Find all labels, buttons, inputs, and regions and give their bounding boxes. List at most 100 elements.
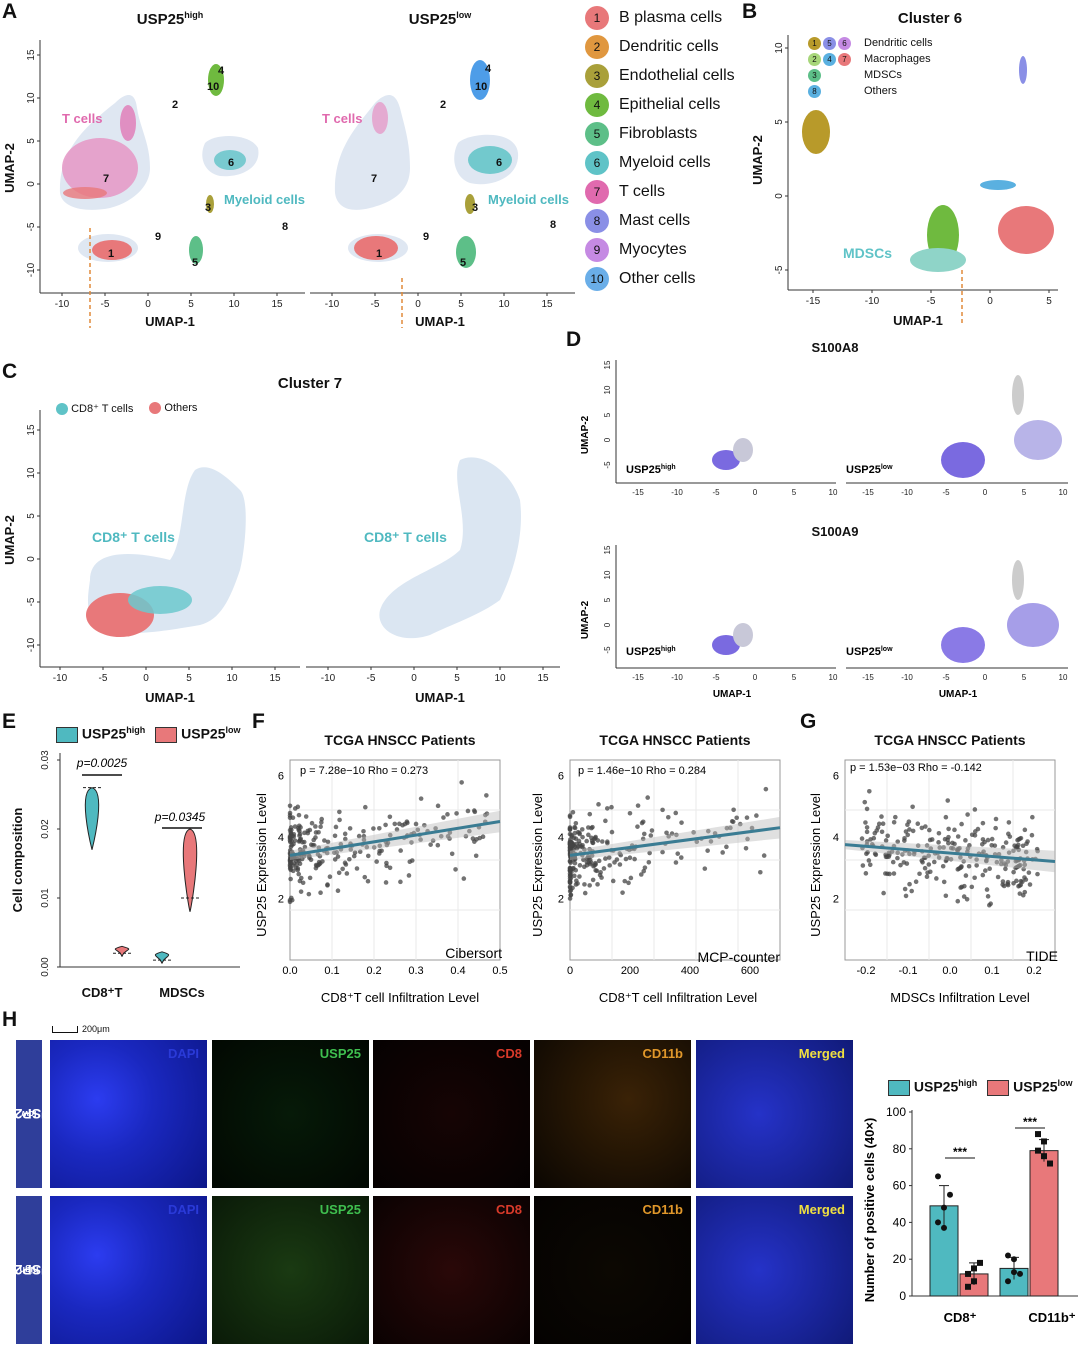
- scatter-point: [907, 881, 912, 887]
- legend-num-2: 2: [585, 35, 609, 59]
- scatter-point: [758, 869, 763, 875]
- scatter-point: [745, 836, 750, 842]
- y-tick: 4: [833, 832, 839, 844]
- scatter-point: [763, 786, 769, 792]
- x-tick: 0.2: [366, 965, 381, 977]
- scatter-point: [316, 829, 321, 835]
- scatter-point: [584, 838, 589, 844]
- scatter-point: [929, 837, 935, 842]
- scatter-point: [288, 876, 293, 882]
- panel-f-title-left: TCGA HNSCC Patients: [324, 732, 476, 748]
- panel-b-title: Cluster 6: [897, 10, 963, 27]
- scatter-point: [335, 854, 341, 859]
- scatter-point: [731, 807, 736, 813]
- a-num-1-l: 1: [108, 248, 114, 260]
- scatter-point: [587, 811, 593, 817]
- e-cat-cd8: CD8⁺T: [82, 985, 123, 1000]
- d-label-high-2: USP25high: [626, 646, 676, 658]
- scatter-point: [999, 857, 1004, 863]
- legend-c-swatch-1: [149, 402, 162, 415]
- d-x-tick: -10: [671, 488, 683, 497]
- x-tick: 15: [541, 299, 553, 310]
- scatter-point: [635, 803, 641, 808]
- scatter-point: [1020, 843, 1026, 849]
- panel-d-umaps: UMAP-2 UMAP-2 UMAP-1 UMAP-1 -15 -10 -5 0 5 10…: [580, 360, 1068, 700]
- d-y-tick: 5: [603, 412, 612, 417]
- scatter-point: [398, 848, 403, 853]
- scatter-point: [924, 874, 930, 880]
- scatter-point: [318, 890, 323, 896]
- scatter-point: [920, 860, 925, 865]
- legend-label-4: Epithelial cells: [619, 96, 721, 113]
- scatter-point: [961, 859, 966, 864]
- bar-point: [1035, 1131, 1041, 1138]
- scatter-point: [622, 878, 628, 884]
- scatter-point: [1018, 882, 1024, 888]
- scatter-point: [484, 811, 490, 816]
- scatter-point: [598, 870, 603, 875]
- panel-b-umap: UMAP-2 UMAP-1 -15 -10 -5 0 5 10 5 0 -5 MDSCs: [750, 35, 1058, 328]
- legend-item-8: 8 Mast cells: [585, 209, 690, 233]
- scatter-point: [936, 830, 942, 836]
- scatter-point: [955, 898, 961, 904]
- d-label-high-1: USP25high: [626, 464, 676, 476]
- a-num-6-r: 6: [496, 157, 502, 169]
- scatter-point: [314, 863, 320, 869]
- x-tick: 0.3: [408, 965, 423, 977]
- d-x-tick: 10: [829, 673, 838, 682]
- panel-e-ylabel: Cell composition: [10, 808, 25, 913]
- y-tick: -5: [26, 222, 37, 231]
- scatter-point: [915, 843, 921, 848]
- scatter-point: [354, 866, 360, 871]
- panel-d-ylabel-1: UMAP-2: [580, 415, 591, 454]
- a-num-2-r: 2: [440, 99, 446, 111]
- x-tick: -5: [371, 299, 380, 310]
- panel-f-title-right: TCGA HNSCC Patients: [599, 732, 751, 748]
- micrograph-high-merged: Merged: [696, 1196, 853, 1344]
- scatter-point: [377, 825, 382, 831]
- scatter-point: [582, 882, 587, 887]
- scatter-point: [325, 883, 330, 888]
- scatter-point: [589, 853, 595, 858]
- violin-0-0: [84, 787, 100, 850]
- d-x-tick: -5: [712, 673, 720, 682]
- h-y-tick: 40: [893, 1215, 907, 1229]
- scatter-point: [891, 871, 897, 876]
- scatter-point: [946, 826, 951, 832]
- scatter-point: [599, 875, 604, 880]
- scatter-point: [617, 851, 623, 856]
- bar-point: [965, 1270, 971, 1277]
- y-tick: -5: [26, 597, 37, 606]
- scatter-point: [447, 836, 452, 841]
- e-y-tick: 0.02: [40, 819, 51, 839]
- a-num-3-l: 3: [205, 202, 211, 214]
- scatter-point: [932, 859, 937, 865]
- bar-point: [1041, 1153, 1047, 1160]
- scatter-point: [642, 865, 648, 870]
- h-y-tick: 0: [899, 1289, 906, 1303]
- a-num-8-r: 8: [550, 219, 556, 231]
- scatter-point: [567, 878, 573, 884]
- x-tick: -0.2: [857, 965, 876, 977]
- scatter-point: [609, 804, 614, 810]
- scatter-point: [879, 814, 884, 819]
- channel-label: USP25: [319, 1046, 361, 1061]
- panel-b-legend-num: 8: [808, 84, 821, 98]
- scatter-point: [969, 884, 975, 890]
- scatter-point: [712, 831, 718, 836]
- scatter-point: [902, 886, 908, 892]
- fit-line: [289, 820, 501, 857]
- scatter-point: [447, 830, 453, 835]
- scatter-point: [454, 811, 459, 816]
- scatter-point: [291, 841, 296, 847]
- bar-point: [1011, 1256, 1017, 1263]
- scatter-point: [587, 883, 592, 888]
- y-tick: 2: [833, 893, 839, 905]
- scatter-point: [307, 875, 313, 881]
- scatter-point: [418, 837, 423, 842]
- a-num-4-l: 4: [218, 65, 225, 77]
- micrograph-low-cd8: CD8: [373, 1040, 530, 1188]
- scatter-point: [974, 857, 979, 862]
- legend-num-9: 9: [585, 238, 609, 262]
- panel-b-legend-label: MDSCs: [864, 69, 902, 81]
